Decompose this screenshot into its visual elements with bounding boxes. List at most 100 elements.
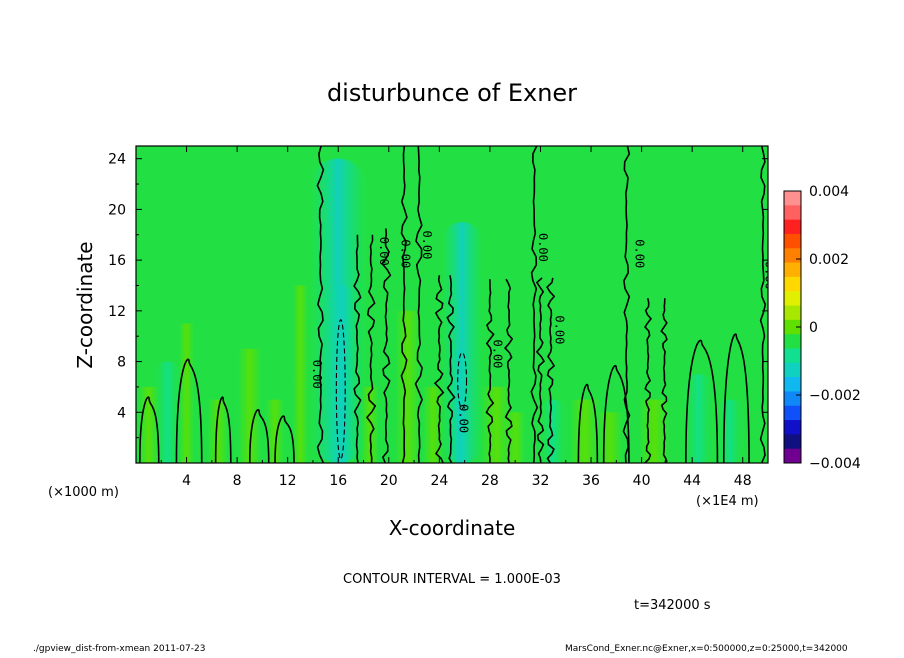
contour-label: 0.00 [398, 239, 412, 268]
colorbar-swatch [784, 377, 801, 392]
x-tick-label: 44 [683, 473, 701, 489]
colorbar-swatch [784, 362, 801, 378]
contour-label: 0.00 [310, 360, 324, 389]
x-tick-label: 32 [532, 473, 550, 489]
x-tick-label: 16 [329, 473, 347, 489]
contour-label: 0.00 [491, 339, 505, 368]
colorbar-swatch [784, 405, 801, 421]
time-label: t=342000 s [634, 598, 711, 613]
colorbar-swatch [784, 319, 801, 335]
contour-line [759, 146, 767, 463]
x-tick-label: 4 [182, 473, 191, 489]
colorbar-label: 0 [809, 320, 818, 336]
contour-line [433, 275, 445, 463]
contour-line [446, 275, 456, 463]
x-tick-label: 8 [233, 473, 242, 489]
colorbar: 0.004 0.002 0 −0.002 −0.004 [783, 184, 861, 472]
positive-patch [178, 323, 195, 463]
negative-plume [682, 374, 715, 463]
contour-line [530, 146, 539, 463]
colorbar-label: 0.004 [809, 184, 849, 200]
plot-field: 0.00 0.00 0.00 0.00 0.00 0.00 0.00 0.00 0.00 0.00 [136, 146, 776, 463]
contour-label: 0.00 [762, 261, 776, 290]
y-tick-label: 4 [117, 405, 126, 421]
contour-label: 0.00 [457, 404, 471, 433]
x-tick-label: 40 [633, 473, 651, 489]
colorbar-swatch [784, 391, 801, 407]
contour-interval-note: CONTOUR INTERVAL = 1.000E-03 [343, 572, 561, 587]
colorbar-label: 0.002 [809, 252, 849, 268]
contour-line [381, 228, 392, 463]
contour-label: 0.00 [553, 315, 567, 344]
contour-line [535, 277, 546, 463]
colorbar-swatch [784, 262, 801, 278]
x-unit-right: (×1E4 m) [696, 494, 759, 509]
contour-line [365, 234, 377, 463]
y-tick-label: 24 [108, 152, 126, 168]
contour-line [175, 358, 203, 463]
y-axis-title: Z-coordinate [73, 241, 97, 368]
contour-line [414, 146, 423, 463]
colorbar-swatch [784, 219, 801, 235]
contour-line [546, 277, 556, 463]
y-tick-label: 20 [108, 202, 126, 218]
contour-line [316, 146, 325, 463]
contour-label: 0.00 [420, 230, 434, 259]
x-unit-left: (×1000 m) [48, 485, 119, 500]
colorbar-label: −0.004 [809, 456, 861, 472]
contour-line [577, 383, 599, 463]
y-axis: 4 8 12 16 20 24 [108, 152, 768, 439]
contour-line [485, 279, 495, 463]
y-tick-label: 8 [117, 355, 126, 371]
footer-right: MarsCond_Exner.nc@Exner,x=0:500000,z=0:2… [565, 644, 848, 654]
negative-plume [716, 399, 744, 463]
contour-line [274, 415, 295, 463]
positive-patch [266, 399, 284, 463]
colorbar-swatch [784, 191, 801, 206]
negative-contour [335, 319, 346, 460]
contour-label-layer: 0.00 0.00 0.00 0.00 0.00 0.00 0.00 0.00 0.00 0.00 [310, 230, 776, 433]
negative-plume [329, 285, 355, 463]
contour-line [504, 278, 514, 463]
positive-patch [238, 348, 262, 463]
y-tick-label: 12 [108, 304, 126, 320]
x-tick-label: 24 [430, 473, 448, 489]
contour-line [722, 333, 750, 463]
contour-line [138, 396, 160, 463]
positive-patch [292, 285, 308, 463]
contour-layer [138, 146, 767, 463]
colorbar-swatch [784, 205, 801, 221]
x-tick-label: 20 [380, 473, 398, 489]
negative-plume [152, 361, 183, 463]
positive-patch [422, 386, 444, 463]
colorbar-swatch [784, 334, 801, 349]
plot-frame [135, 145, 769, 464]
negative-contour [457, 352, 468, 410]
colorbar-swatch [784, 291, 801, 307]
y-tick-label: 16 [108, 253, 126, 269]
colorbar-label: −0.002 [809, 388, 861, 404]
negative-plume [450, 348, 469, 463]
colorbar-swatch [784, 420, 801, 435]
contour-line [248, 408, 270, 463]
contour-label: 0.00 [377, 237, 391, 266]
negative-plume [537, 399, 569, 463]
positive-patch [505, 412, 526, 463]
x-axis: 4 8 12 16 20 24 28 32 36 40 44 48 [160, 146, 752, 489]
x-tick-label: 36 [582, 473, 600, 489]
colorbar-swatch [784, 448, 801, 464]
x-axis-title: X-coordinate [389, 516, 516, 540]
contour-label: 0.00 [632, 239, 646, 268]
contour-line [602, 364, 630, 463]
colorbar-swatch [784, 233, 801, 249]
colorbar-swatch [784, 276, 801, 292]
contour-line [685, 339, 719, 463]
contour-line [644, 298, 653, 463]
colorbar-swatch [784, 248, 801, 264]
contour-line [400, 146, 408, 463]
contour-line [214, 396, 232, 463]
x-tick-label: 12 [279, 473, 297, 489]
colorbar-swatch [784, 434, 801, 450]
